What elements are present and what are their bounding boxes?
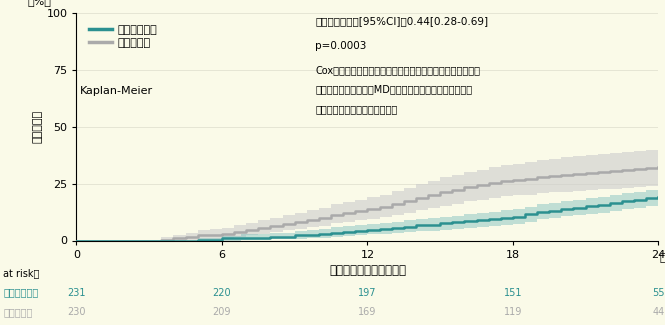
- Text: 197: 197: [358, 288, 376, 298]
- X-axis label: 視野障害進行までの期間: 視野障害進行までの期間: [329, 264, 406, 277]
- Text: Cox比例ハザードモデル：共変量（ベースライン時の年齢、: Cox比例ハザードモデル：共変量（ベースライン時の年齢、: [315, 65, 480, 75]
- Text: 中心角膜厚および施設）で調整: 中心角膜厚および施設）で調整: [315, 104, 397, 114]
- Text: 人種、性別、眼圧値、MD値、血圧値、屈折率、眼軸長、: 人種、性別、眼圧値、MD値、血圧値、屈折率、眼軸長、: [315, 84, 472, 95]
- Text: 169: 169: [358, 307, 376, 317]
- Text: 55: 55: [652, 288, 664, 298]
- Text: （%）: （%）: [27, 0, 51, 6]
- Text: 231: 231: [67, 288, 86, 298]
- Text: p=0.0003: p=0.0003: [315, 41, 366, 51]
- Legend: キサラタン群, プラセボ群: キサラタン群, プラセボ群: [85, 21, 162, 53]
- Text: 119: 119: [503, 307, 522, 317]
- Text: 調整ハザード比[95%CI]：0.44[0.28-0.69]: 調整ハザード比[95%CI]：0.44[0.28-0.69]: [315, 17, 488, 26]
- Text: 209: 209: [213, 307, 231, 317]
- Text: プラセボ群: プラセボ群: [3, 307, 33, 317]
- Text: 44: 44: [652, 307, 664, 317]
- Text: 151: 151: [503, 288, 522, 298]
- Text: at risk数: at risk数: [3, 268, 40, 278]
- Text: 220: 220: [213, 288, 231, 298]
- Text: 230: 230: [67, 307, 86, 317]
- Text: Kaplan-Meier: Kaplan-Meier: [79, 86, 152, 96]
- Y-axis label: 患者の割合: 患者の割合: [33, 110, 43, 143]
- Text: キサラタン群: キサラタン群: [3, 288, 39, 298]
- Text: （月）: （月）: [660, 253, 665, 263]
